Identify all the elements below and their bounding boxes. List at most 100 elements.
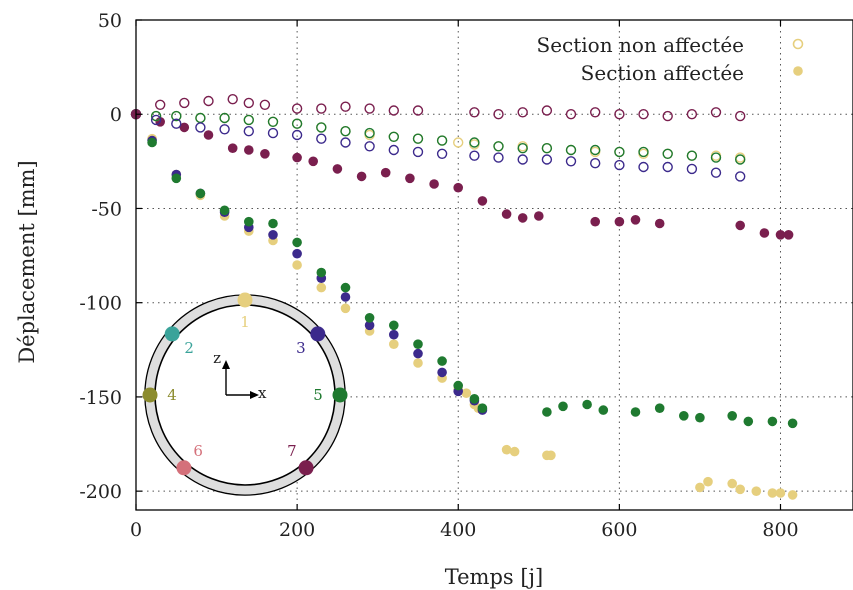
- point-5-open-marker: [388, 131, 399, 143]
- x-tick-label: 0: [130, 519, 142, 541]
- point-5-open-marker: [243, 114, 255, 126]
- point-7-filled-marker: [534, 211, 544, 221]
- inset-point-label-3: 3: [296, 339, 306, 357]
- point-7-open-marker: [469, 107, 480, 118]
- y-tick-label: -200: [79, 481, 122, 503]
- point-3-open-marker: [565, 156, 577, 167]
- point-7-filled-marker: [429, 179, 439, 189]
- point-7-filled-marker: [775, 230, 786, 240]
- point-7-open-marker: [291, 103, 303, 114]
- point-1-filled-marker: [546, 450, 556, 461]
- point-7-filled-marker: [292, 152, 302, 163]
- point-7-open-marker: [412, 105, 424, 116]
- point-5-filled-marker: [787, 418, 798, 429]
- point-3-open-marker: [686, 163, 698, 175]
- point-5-open-marker: [171, 110, 182, 122]
- x-tick-label: 800: [762, 519, 798, 541]
- point-3-open-marker: [171, 118, 182, 129]
- point-3-open-marker: [340, 137, 351, 148]
- point-7-filled-marker: [332, 164, 343, 174]
- point-7-filled-marker: [453, 182, 464, 193]
- inset-point-label-6: 6: [193, 442, 203, 460]
- inset-point-label-5: 5: [313, 386, 323, 404]
- inset-measure-points: 1 2 3 4 5 6 7: [142, 292, 348, 476]
- point-5-filled-marker: [453, 380, 464, 391]
- point-7-open-marker: [243, 97, 255, 109]
- x-tick-label: 600: [601, 519, 637, 541]
- inset-axis-x: x: [258, 384, 267, 402]
- point-1-filled-marker: [509, 446, 520, 457]
- point-5-filled-marker: [171, 173, 182, 184]
- point-5-open-marker: [291, 118, 303, 129]
- point-5-open-marker: [638, 146, 649, 158]
- point-1-filled-marker: [703, 476, 713, 487]
- inset-point-label-4: 4: [167, 386, 177, 404]
- point-5-filled-marker: [389, 320, 399, 331]
- point-5-open-marker: [436, 135, 448, 146]
- point-5-filled-marker: [743, 416, 754, 427]
- point-1-filled-marker: [751, 486, 762, 497]
- x-tick-label: 400: [440, 519, 476, 541]
- point-1-open-marker: [453, 137, 464, 148]
- point-5-open-marker: [686, 150, 698, 161]
- point-5-filled-marker: [219, 205, 230, 216]
- y-tick-label: 50: [98, 10, 122, 32]
- point-5-filled-marker: [437, 356, 447, 366]
- point-3-open-marker: [541, 154, 553, 165]
- point-7-open-marker: [638, 108, 649, 120]
- point-7-filled-marker: [405, 173, 415, 184]
- point-3-open-marker: [735, 171, 746, 182]
- point-3-open-marker: [291, 129, 303, 141]
- point-7-filled-marker: [477, 196, 488, 206]
- point-1-filled-marker: [340, 303, 351, 314]
- point-3-open-marker: [469, 150, 480, 161]
- x-axis-label: Temps [j]: [445, 565, 544, 589]
- point-7-filled-marker: [735, 220, 745, 231]
- inset-point-label-7: 7: [287, 442, 297, 460]
- point-1-filled-marker: [316, 282, 327, 293]
- point-5-open-marker: [735, 154, 746, 165]
- legend-label-unaffected: Section non affectée: [537, 33, 745, 57]
- point-7-open-marker: [203, 95, 214, 107]
- inset-axis-z: z: [213, 349, 221, 367]
- point-5-filled-marker: [477, 403, 488, 414]
- point-3-open-marker: [364, 141, 375, 152]
- legend-label-affected: Section affectée: [581, 61, 744, 85]
- point-5-filled-marker: [469, 394, 480, 404]
- point-5-open-marker: [195, 112, 206, 124]
- point-3-open-marker: [388, 144, 399, 156]
- point-7-filled-marker: [614, 216, 625, 227]
- point-5-open-marker: [412, 133, 424, 144]
- point-3-open-marker: [517, 154, 528, 165]
- point-5-filled-marker: [558, 401, 568, 412]
- point-1-filled-marker: [413, 358, 423, 368]
- data-points: [130, 93, 798, 500]
- point-7-filled-marker: [783, 230, 794, 240]
- point-5-open-marker: [267, 116, 279, 128]
- point-7-filled-marker: [227, 143, 238, 153]
- point-3-open-marker: [267, 127, 279, 139]
- point-3-open-marker: [436, 148, 448, 160]
- point-5-filled-marker: [767, 416, 778, 427]
- point-3-filled-marker: [413, 348, 423, 359]
- legend-marker-affected: [793, 66, 803, 76]
- point-7-filled-marker: [244, 145, 254, 155]
- point-7-open-marker: [316, 103, 327, 114]
- point-5-filled-marker: [316, 267, 327, 278]
- point-3-filled-marker: [364, 320, 375, 331]
- point-5-open-marker: [590, 144, 601, 156]
- point-3-open-marker: [614, 159, 625, 171]
- point-5-filled-marker: [364, 313, 375, 323]
- point-7-open-marker: [179, 97, 190, 109]
- point-5-open-marker: [710, 152, 722, 163]
- y-tick-label: -150: [79, 387, 122, 409]
- point-3-open-marker: [150, 114, 162, 126]
- point-5-open-marker: [364, 127, 375, 139]
- point-5-open-marker: [469, 137, 480, 148]
- point-7-open-marker: [517, 107, 528, 118]
- point-1-filled-marker: [767, 488, 778, 498]
- point-7-filled-marker: [501, 209, 512, 219]
- point-5-filled-marker: [147, 137, 157, 148]
- point-1-filled-marker: [501, 444, 512, 455]
